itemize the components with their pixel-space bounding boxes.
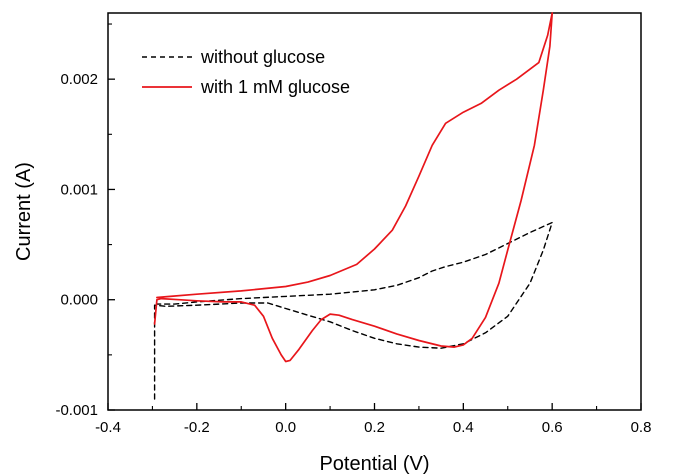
x-axis-title: Potential (V) [319, 453, 429, 475]
y-tick-label: -0.001 [55, 402, 98, 419]
y-tick-label: 0.001 [60, 181, 98, 198]
x-tick-label: 0.4 [453, 419, 474, 436]
axis-ticks [107, 23, 642, 411]
x-tick-label: 0.0 [275, 419, 296, 436]
y-tick-label: 0.000 [60, 292, 98, 309]
legend-label-with-glucose: with 1 mM glucose [200, 77, 350, 97]
axis-tick-labels: -0.4 -0.2 0.0 0.2 0.4 0.6 0.8 -0.001 0.000 0.001 0… [55, 71, 651, 436]
series-line-without-glucose [153, 221, 553, 400]
legend-label-without-glucose: without glucose [200, 47, 325, 67]
x-tick-label: 0.2 [364, 419, 385, 436]
legend: without glucose with 1 mM glucose [142, 47, 350, 97]
series-line-with-1-mm-glucose [153, 12, 554, 363]
x-tick-label: 0.6 [542, 419, 563, 436]
y-axis-title: Current (A) [13, 162, 35, 261]
plot-frame [107, 12, 642, 411]
x-tick-label: -0.2 [184, 419, 210, 436]
x-tick-label: 0.8 [631, 419, 652, 436]
data-series [153, 12, 554, 400]
y-tick-label: 0.002 [60, 71, 98, 88]
x-tick-label: -0.4 [95, 419, 121, 436]
